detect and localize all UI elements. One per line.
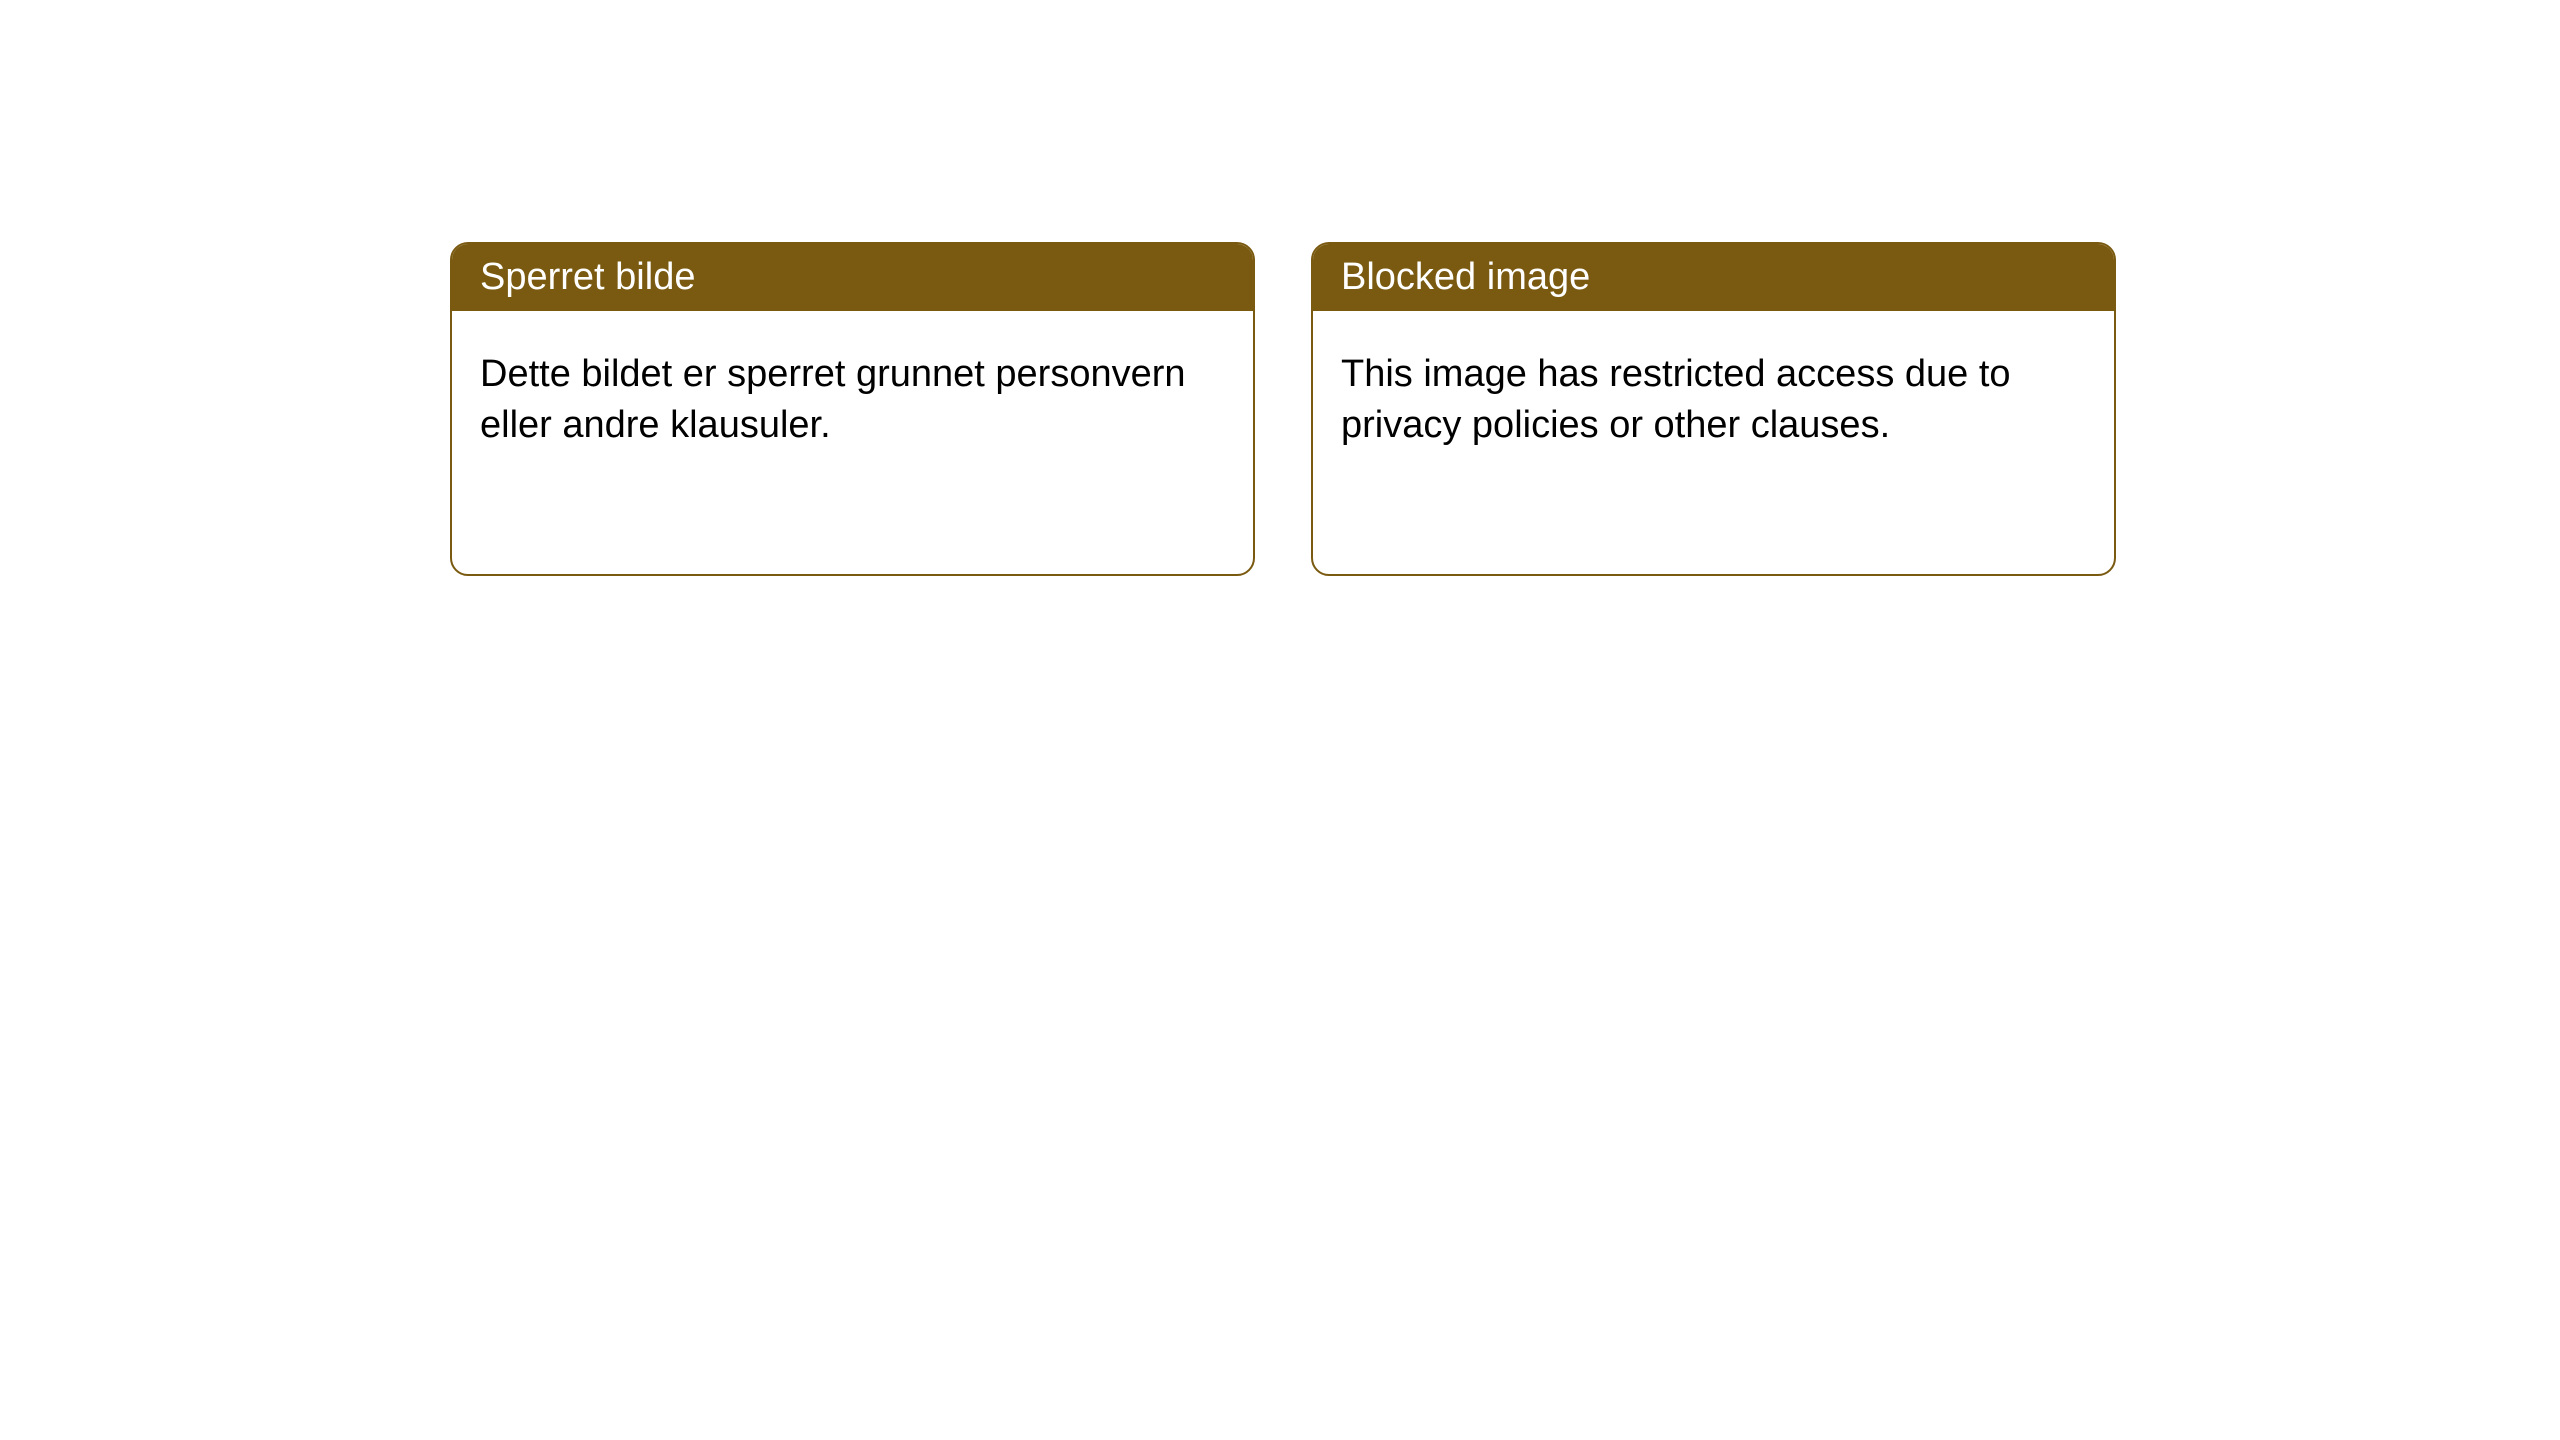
- card-header-en: Blocked image: [1313, 244, 2114, 311]
- blocked-image-card-no: Sperret bilde Dette bildet er sperret gr…: [450, 242, 1255, 576]
- card-body-text-en: This image has restricted access due to …: [1341, 353, 2011, 446]
- card-title-no: Sperret bilde: [480, 256, 695, 298]
- card-body-no: Dette bildet er sperret grunnet personve…: [452, 311, 1253, 490]
- blocked-image-card-en: Blocked image This image has restricted …: [1311, 242, 2116, 576]
- card-body-en: This image has restricted access due to …: [1313, 311, 2114, 490]
- message-cards-container: Sperret bilde Dette bildet er sperret gr…: [0, 0, 2560, 576]
- card-header-no: Sperret bilde: [452, 244, 1253, 311]
- card-body-text-no: Dette bildet er sperret grunnet personve…: [480, 353, 1186, 446]
- card-title-en: Blocked image: [1341, 256, 1590, 298]
